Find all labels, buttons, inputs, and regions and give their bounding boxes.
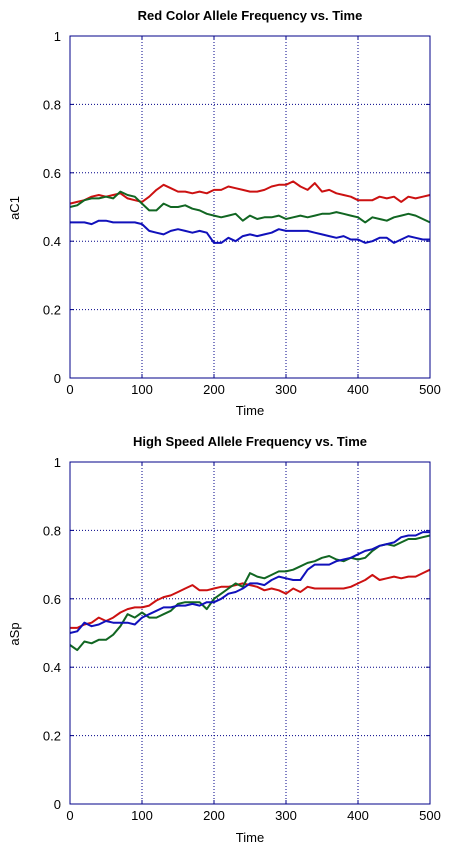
x-tick-label: 500 bbox=[419, 808, 441, 823]
y-tick-label: 0.2 bbox=[43, 303, 61, 318]
y-tick-label: 0 bbox=[54, 371, 61, 386]
x-axis-label: Time bbox=[236, 830, 264, 845]
series-line-red bbox=[69, 180, 431, 205]
x-tick-label: 0 bbox=[66, 808, 73, 823]
x-tick-label: 400 bbox=[347, 808, 369, 823]
y-tick-label: 0.4 bbox=[43, 234, 61, 249]
x-tick-label: 0 bbox=[66, 382, 73, 397]
x-tick-label: 300 bbox=[275, 808, 297, 823]
plot-area: 0 100 200 300 400 500 0 0.2 0.4 0.6 0.8 1 bbox=[43, 29, 441, 397]
series-line-blue bbox=[69, 531, 430, 634]
y-axis-label: aSp bbox=[7, 622, 22, 645]
x-tick-label: 500 bbox=[419, 382, 441, 397]
plot-frame bbox=[69, 35, 431, 379]
red-color-allele-chart: Red Color Allele Frequency vs. Time 0 100… bbox=[7, 8, 441, 418]
y-tick-label: 1 bbox=[54, 455, 61, 470]
series-line-green bbox=[69, 534, 431, 652]
x-tick-label: 200 bbox=[203, 808, 225, 823]
x-tick-label: 200 bbox=[203, 382, 225, 397]
y-axis-label: aC1 bbox=[7, 196, 22, 220]
x-tick-label: 400 bbox=[347, 382, 369, 397]
chart-title: Red Color Allele Frequency vs. Time bbox=[138, 8, 363, 23]
x-tick-label: 100 bbox=[131, 808, 153, 823]
chart-title: High Speed Allele Frequency vs. Time bbox=[133, 434, 367, 449]
y-tick-label: 0.6 bbox=[43, 592, 61, 607]
plot-frame bbox=[69, 461, 431, 805]
series-line-blue bbox=[70, 219, 430, 244]
y-tick-label: 0.4 bbox=[43, 660, 61, 675]
series-line-green bbox=[69, 190, 431, 224]
y-tick-label: 1 bbox=[54, 29, 61, 44]
y-tick-label: 0 bbox=[54, 797, 61, 812]
series-line-red bbox=[70, 568, 431, 629]
plot-area: 0 100 200 300 400 500 0 0.2 0.4 0.6 0.8 1 bbox=[43, 455, 441, 823]
y-tick-label: 0.8 bbox=[43, 523, 61, 538]
y-tick-label: 0.6 bbox=[43, 166, 61, 181]
y-tick-label: 0.2 bbox=[43, 729, 61, 744]
x-axis-label: Time bbox=[236, 403, 264, 418]
x-tick-label: 300 bbox=[275, 382, 297, 397]
x-tick-label: 100 bbox=[131, 382, 153, 397]
high-speed-allele-chart: High Speed Allele Frequency vs. Time 0 10… bbox=[7, 434, 441, 845]
y-tick-label: 0.8 bbox=[43, 97, 61, 112]
